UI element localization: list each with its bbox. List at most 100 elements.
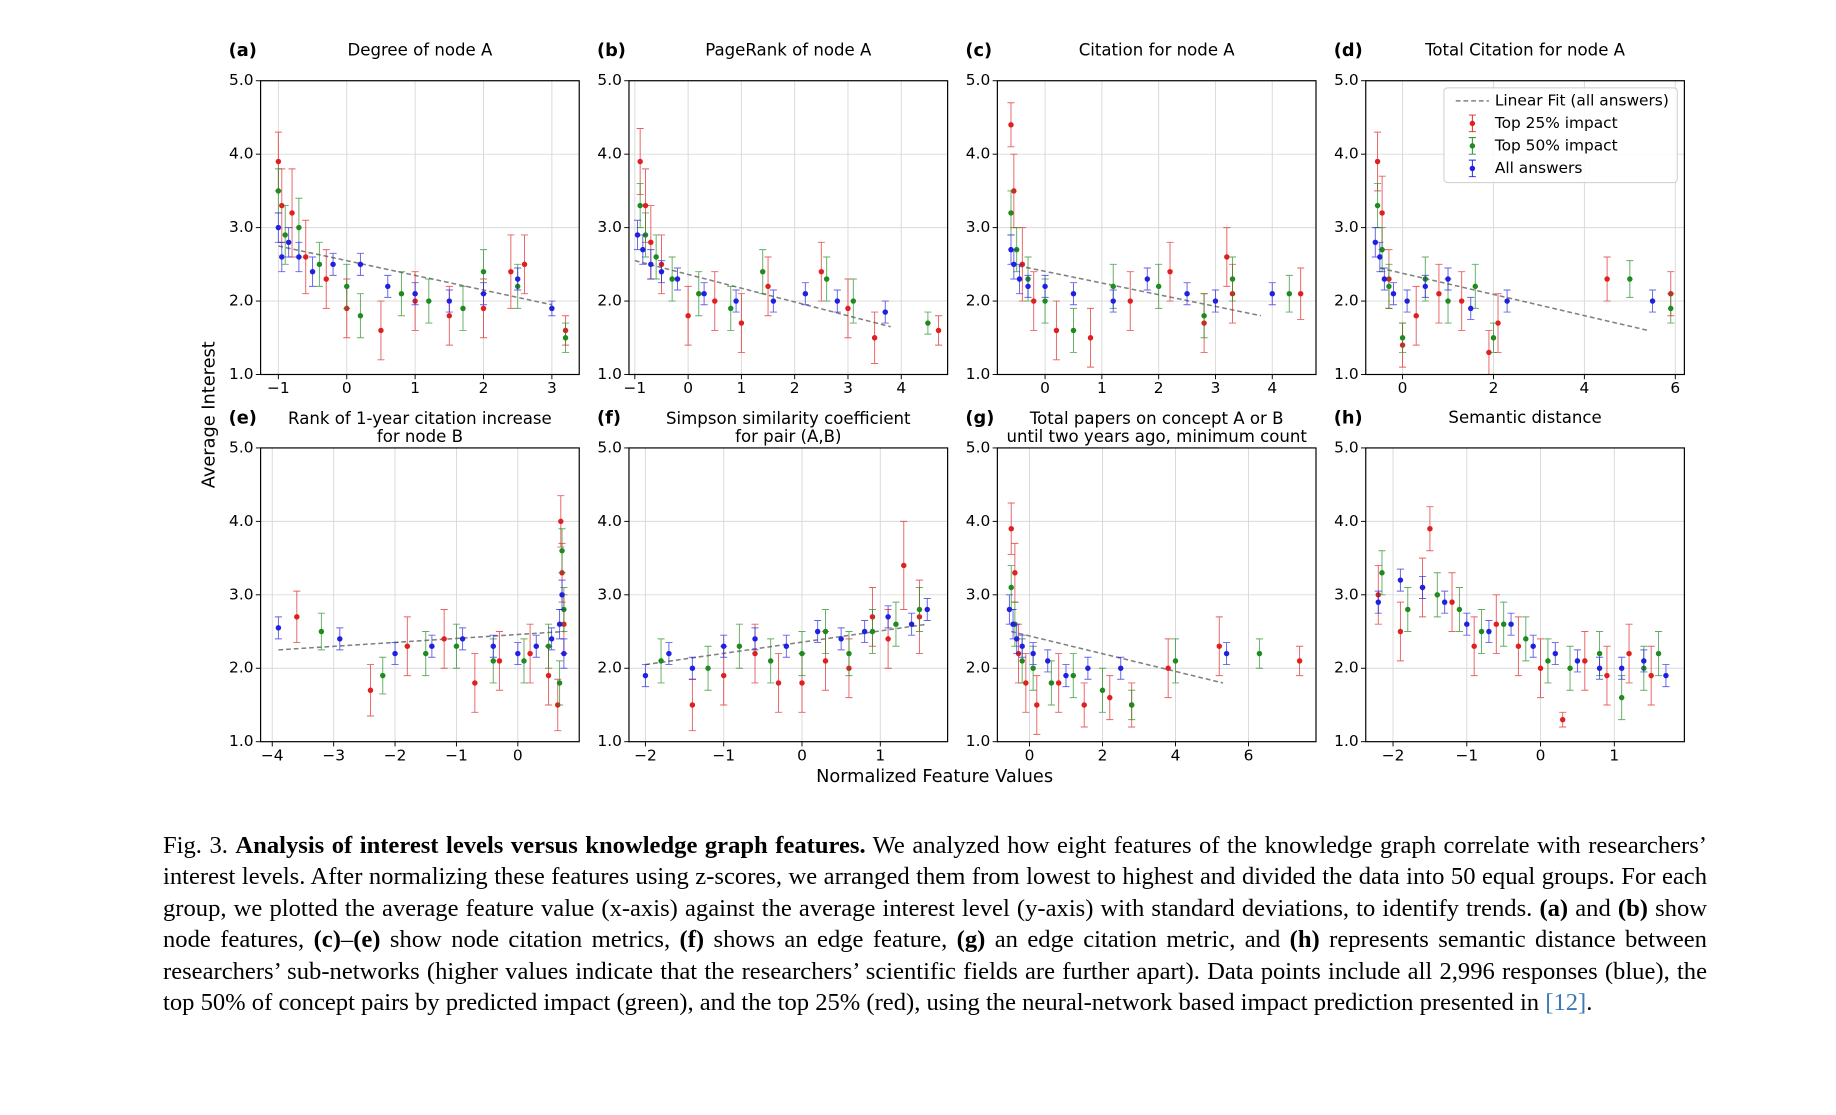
x-tick-label: 2 (479, 379, 489, 397)
point (1063, 672, 1069, 679)
point (1070, 672, 1077, 679)
point (845, 305, 851, 312)
point (1216, 643, 1222, 649)
x-tick-label: 0 (1536, 746, 1546, 764)
point (480, 305, 487, 312)
caption-reference[interactable]: [12] (1545, 989, 1587, 1017)
point (720, 672, 727, 679)
point (1663, 672, 1669, 679)
point (316, 261, 323, 268)
point (885, 636, 891, 642)
y-tick-label: 2.0 (597, 292, 621, 310)
point (289, 210, 295, 216)
point (893, 621, 899, 627)
point (861, 628, 868, 635)
panel-title: Total papers on concept A or B (1029, 409, 1284, 428)
point (514, 276, 521, 282)
x-tick-label: −2 (384, 746, 407, 764)
point (705, 665, 711, 671)
point (834, 298, 841, 304)
point (775, 680, 782, 686)
legend-swatch (1469, 143, 1476, 149)
point (1515, 643, 1522, 649)
point (1618, 694, 1625, 701)
point (275, 224, 282, 231)
panel-label: (d) (1334, 41, 1363, 61)
point (1404, 298, 1410, 304)
point (1019, 658, 1025, 664)
y-tick-label: 3.0 (597, 218, 621, 236)
point (1545, 658, 1551, 664)
x-tick-label: 0 (1398, 379, 1408, 397)
point (1490, 335, 1497, 341)
point (1649, 298, 1656, 304)
point (1110, 298, 1116, 304)
point (752, 636, 758, 642)
point (1427, 525, 1433, 532)
point (1441, 599, 1448, 605)
point (1374, 158, 1381, 165)
point (1648, 672, 1654, 679)
y-tick-label: 3.0 (1334, 218, 1358, 236)
y-tick-label: 1.0 (966, 365, 990, 383)
point (1099, 687, 1106, 694)
point (1296, 658, 1303, 664)
x-tick-label: −1 (445, 746, 468, 764)
point (653, 254, 659, 260)
point (318, 628, 325, 635)
point (508, 268, 514, 275)
point (1030, 650, 1036, 657)
y-axis-label: Average Interest (200, 341, 220, 488)
point (1596, 665, 1603, 671)
y-tick-label: 4.0 (1334, 512, 1358, 530)
point (1011, 261, 1017, 268)
y-tick-label: 4.0 (597, 145, 621, 163)
y-tick-label: 4.0 (966, 512, 990, 530)
point (1297, 290, 1304, 297)
caption: Fig. 3. Analysis of interest levels vers… (163, 830, 1707, 1018)
point (1641, 658, 1647, 664)
point (712, 298, 718, 304)
point (323, 276, 329, 282)
point (752, 650, 758, 657)
legend-label: Linear Fit (all answers) (1495, 91, 1669, 109)
point (1405, 606, 1411, 613)
caption-text: and (1568, 894, 1618, 922)
point (1668, 305, 1674, 312)
point (1486, 349, 1492, 356)
point (882, 309, 888, 315)
y-tick-label: 4.0 (1334, 145, 1358, 163)
x-tick-label: 0 (1040, 379, 1050, 397)
point (380, 672, 386, 679)
point (357, 261, 364, 268)
point (1495, 320, 1501, 326)
x-tick-label: 2 (1154, 379, 1164, 397)
caption-bold: (c) (313, 926, 341, 954)
y-tick-label: 1.0 (229, 365, 253, 383)
point (850, 298, 857, 304)
point (1375, 599, 1382, 605)
panel-title: PageRank of node A (705, 41, 872, 60)
y-tick-label: 5.0 (1334, 71, 1358, 89)
point (344, 283, 350, 290)
point (1374, 202, 1381, 209)
point (556, 621, 563, 627)
point (648, 261, 654, 268)
point (1269, 290, 1275, 297)
point (1034, 702, 1040, 708)
x-tick-label: 3 (843, 379, 853, 397)
point (1019, 643, 1025, 649)
point (446, 313, 453, 319)
panel-label: (c) (965, 41, 992, 61)
point (337, 636, 343, 642)
point (1013, 636, 1020, 642)
x-tick-label: 6 (1670, 379, 1680, 397)
y-tick-label: 2.0 (229, 292, 253, 310)
legend-swatch (1469, 165, 1476, 172)
point (1445, 276, 1451, 282)
point (640, 246, 646, 253)
caption-text: We analyzed how eight features of the kn… (163, 832, 1708, 922)
point (1627, 276, 1633, 282)
point (1127, 298, 1133, 304)
point (822, 658, 829, 664)
